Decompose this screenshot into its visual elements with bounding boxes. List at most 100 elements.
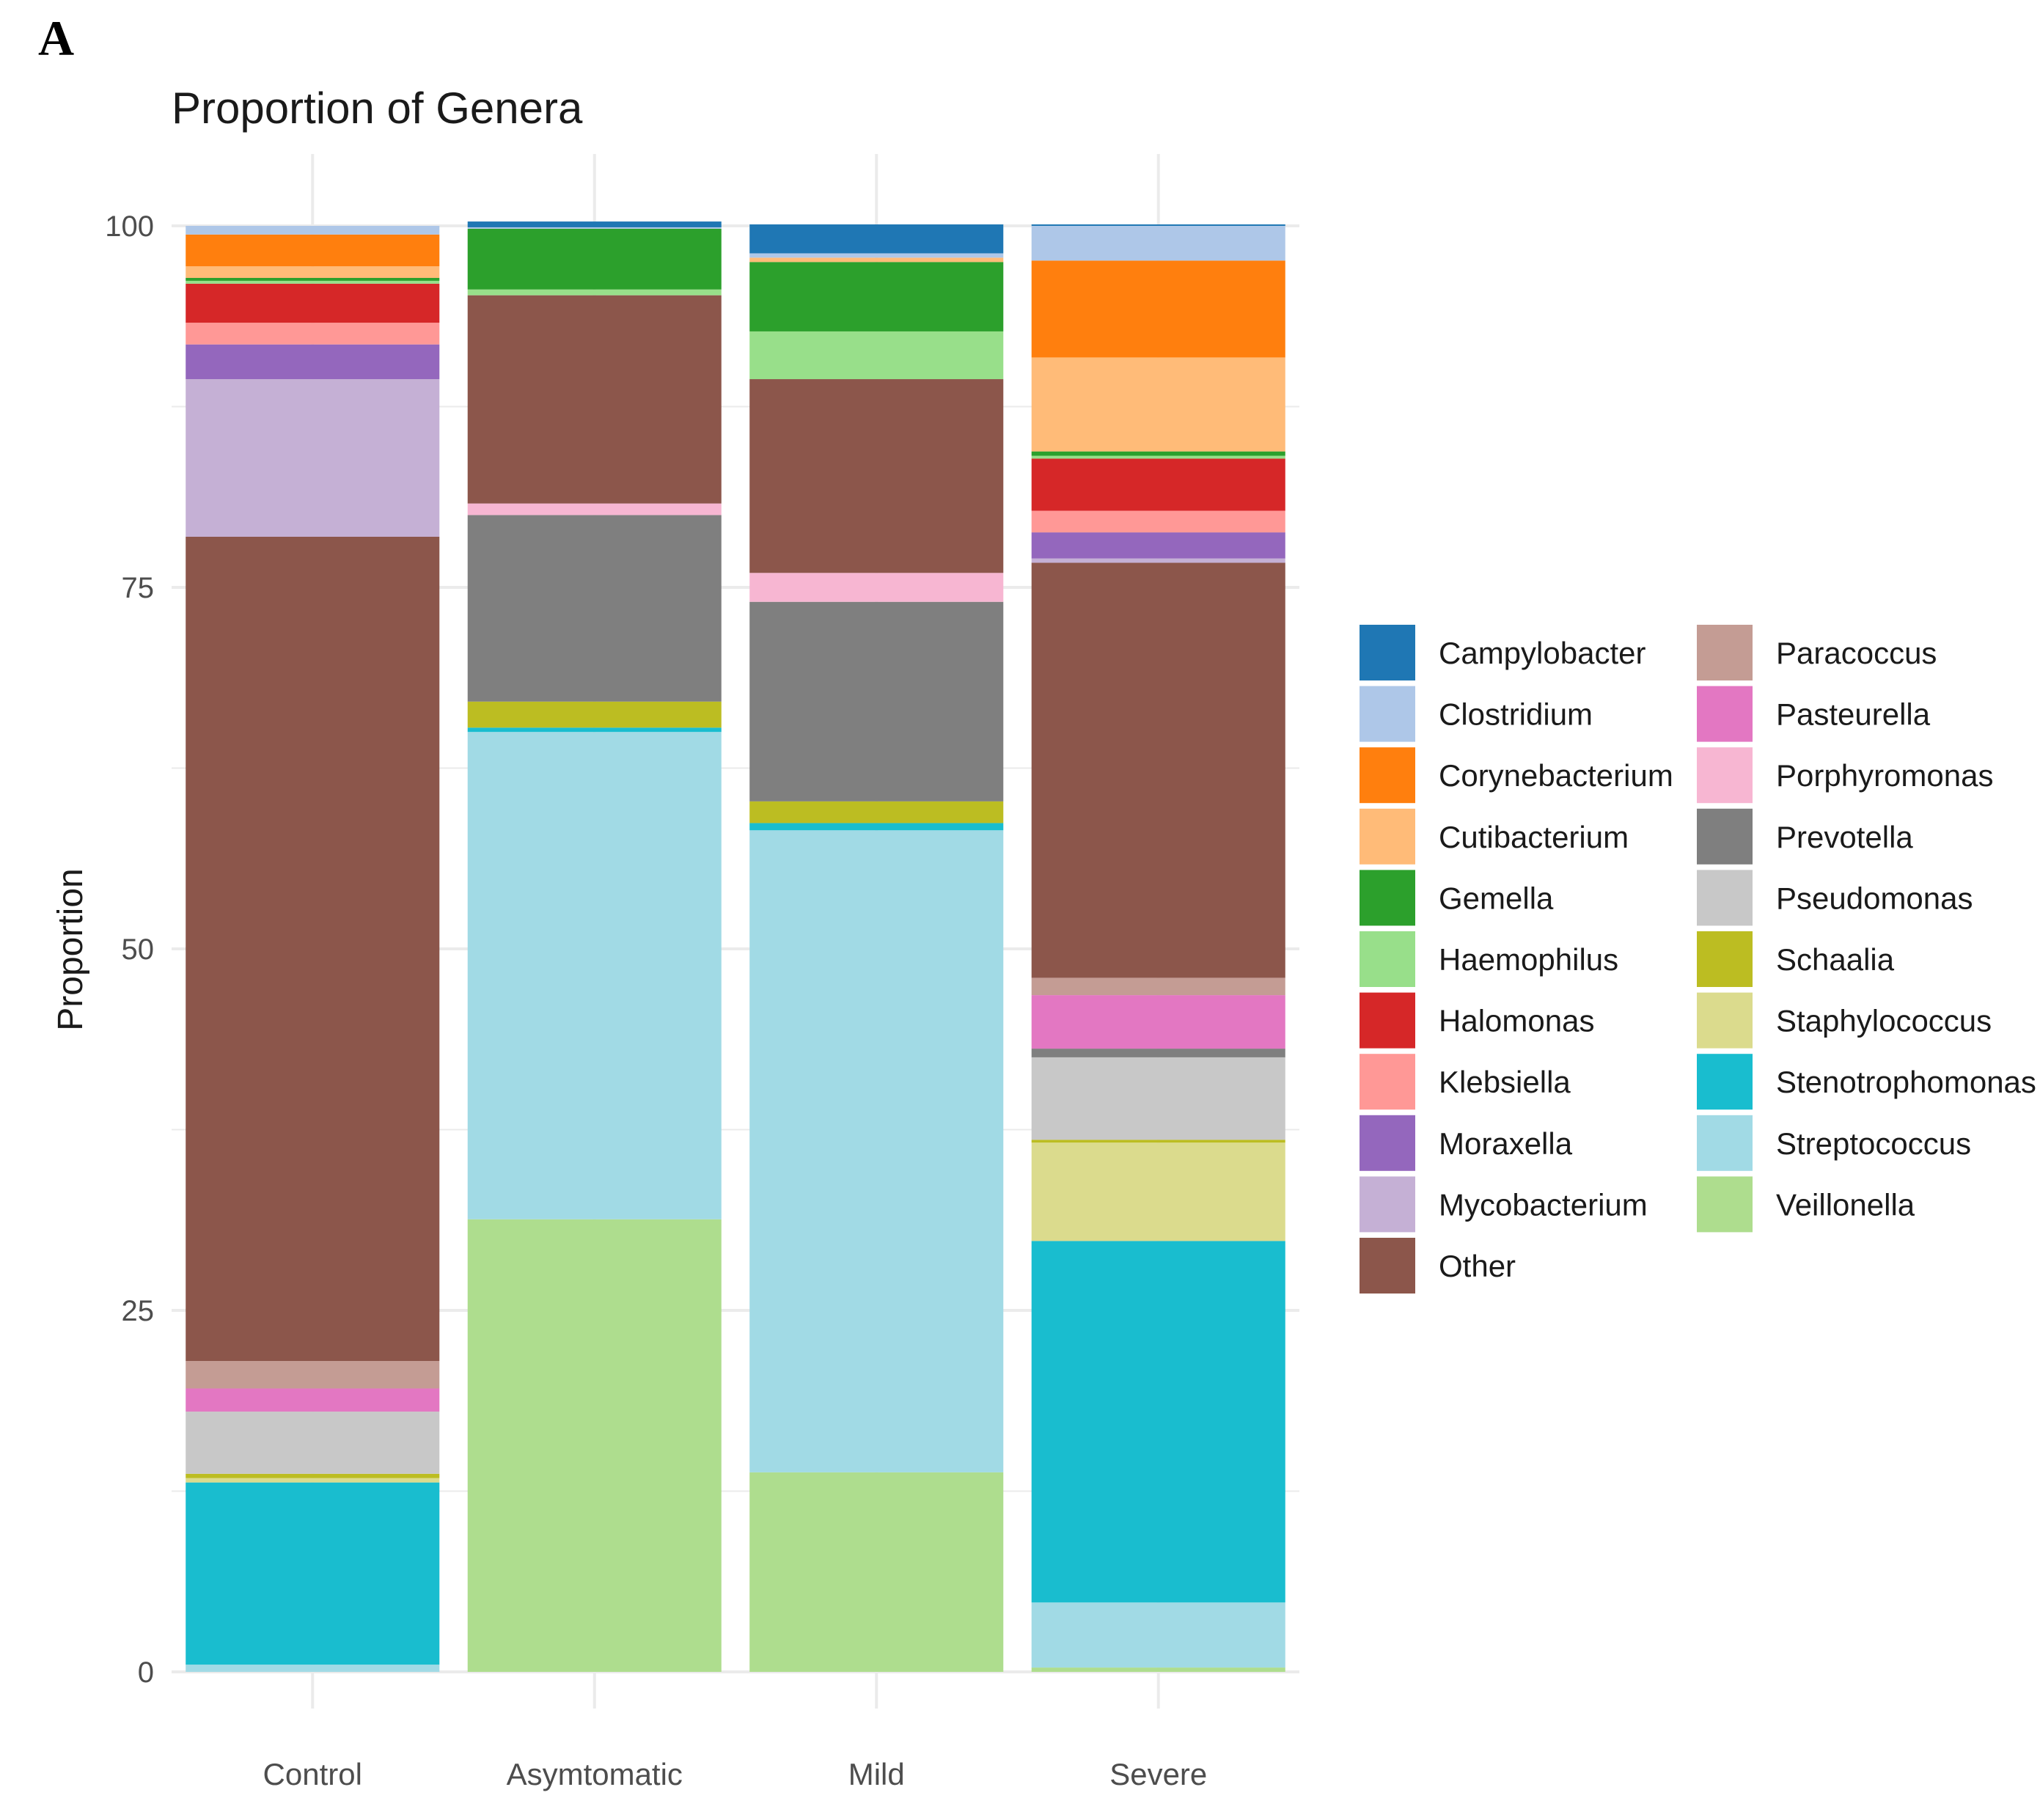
legend-swatch — [1697, 1176, 1753, 1233]
bar-segment-paracoccus — [186, 1361, 440, 1389]
legend-item: Other — [1360, 1238, 1516, 1294]
legend-swatch — [1697, 808, 1753, 865]
legend-swatch — [1697, 747, 1753, 804]
bar-segment-pseudomonas — [1031, 1057, 1285, 1140]
bar-segment-other — [467, 295, 722, 504]
bar-segment-other — [749, 379, 1004, 573]
bar-segment-haemophilus — [467, 289, 722, 296]
legend-label: Haemophilus — [1439, 942, 1618, 977]
bar-segment-mycobacterium — [186, 379, 440, 537]
bar-segment-haemophilus — [1031, 455, 1285, 459]
legend-label: Campylobacter — [1439, 636, 1645, 670]
legend-label: Cutibacterium — [1439, 820, 1629, 854]
legend-item: Haemophilus — [1360, 931, 1618, 987]
bar-segment-clostridium — [1031, 226, 1285, 261]
legend-item: Cutibacterium — [1360, 808, 1629, 865]
bar-segment-stenotrophomonas — [749, 823, 1004, 831]
legend-item: Stenotrophomonas — [1697, 1054, 2036, 1110]
bar-segment-klebsiella — [186, 323, 440, 345]
legend-item: Streptococcus — [1697, 1115, 1971, 1171]
legend-label: Mycobacterium — [1439, 1187, 1648, 1222]
bar-segment-staphylococcus — [186, 1478, 440, 1483]
bar-segment-paracoccus — [1031, 977, 1285, 996]
legend-item: Clostridium — [1360, 686, 1593, 742]
legend-label: Other — [1439, 1249, 1516, 1283]
bar-segment-campylobacter — [749, 224, 1004, 254]
legend-swatch — [1360, 1115, 1415, 1171]
legend-item: Paracoccus — [1697, 625, 1937, 680]
legend-item: Corynebacterium — [1360, 747, 1673, 804]
legend-label: Pasteurella — [1776, 697, 1931, 732]
bar-segment-prevotella — [1031, 1049, 1285, 1057]
bar-segment-halomonas — [186, 283, 440, 323]
legend-swatch — [1697, 686, 1753, 742]
y-tick-label: 0 — [138, 1656, 154, 1689]
bar-segment-cutibacterium — [1031, 357, 1285, 452]
y-axis-label: Proportion — [51, 868, 90, 1030]
legend-item: Veillonella — [1697, 1176, 1915, 1233]
x-tick-label: Mild — [848, 1757, 905, 1791]
bar-segment-stenotrophomonas — [1031, 1241, 1285, 1603]
bar-segment-cutibacterium — [749, 257, 1004, 263]
legend-item: Mycobacterium — [1360, 1176, 1648, 1233]
legend-swatch — [1360, 931, 1415, 987]
bar-stack-severe — [1031, 224, 1285, 1672]
bar-segment-streptococcus — [749, 830, 1004, 1472]
legend-swatch — [1360, 1238, 1415, 1294]
legend-swatch — [1697, 1054, 1753, 1110]
bar-segment-other — [1031, 562, 1285, 978]
x-axis: Control Asymtomatic Mild Severe — [263, 1757, 1208, 1791]
y-axis: 0 25 50 75 100 — [105, 210, 154, 1689]
legend-label: Veillonella — [1776, 1187, 1915, 1222]
legend-label: Staphylococcus — [1776, 1004, 1992, 1038]
legend-item: Staphylococcus — [1697, 992, 1992, 1049]
bar-segment-klebsiella — [1031, 510, 1285, 533]
bar-segment-haemophilus — [749, 331, 1004, 380]
legend-label: Moraxella — [1439, 1126, 1573, 1161]
y-tick-label: 25 — [122, 1295, 155, 1327]
x-tick-label: Asymtomatic — [507, 1757, 683, 1791]
bar-segment-corynebacterium — [1031, 260, 1285, 358]
legend-label: Corynebacterium — [1439, 758, 1673, 793]
legend-swatch — [1360, 1054, 1415, 1110]
legend-label: Pseudomonas — [1776, 881, 1973, 915]
bar-segment-porphyromonas — [749, 573, 1004, 602]
legend-label: Gemella — [1439, 881, 1554, 915]
bar-segment-clostridium — [749, 253, 1004, 258]
legend-swatch — [1360, 870, 1415, 926]
bar-segment-clostridium — [186, 226, 440, 235]
bar-stack-control — [186, 226, 440, 1672]
bar-segment-schaalia — [749, 801, 1004, 823]
legend-swatch — [1697, 625, 1753, 680]
bar-segment-gemella — [467, 228, 722, 290]
bar-segment-campylobacter — [467, 221, 722, 227]
legend-label: Klebsiella — [1439, 1065, 1571, 1099]
legend-item: Halomonas — [1360, 992, 1594, 1049]
legend-swatch — [1360, 625, 1415, 680]
legend-swatch — [1697, 1115, 1753, 1171]
panel-label: A — [38, 10, 74, 66]
bar-segment-clostridium — [467, 227, 722, 229]
bar-segment-staphylococcus — [1031, 1142, 1285, 1241]
y-tick-label: 50 — [122, 933, 155, 966]
legend-swatch — [1360, 992, 1415, 1049]
legend-label: Paracoccus — [1776, 636, 1937, 670]
legend-item: Pseudomonas — [1697, 870, 1973, 926]
bar-segment-gemella — [1031, 451, 1285, 456]
bar-segment-gemella — [749, 262, 1004, 331]
legend-swatch — [1697, 931, 1753, 987]
bar-segment-moraxella — [186, 344, 440, 380]
legend-item: Klebsiella — [1360, 1054, 1571, 1110]
legend: Campylobacter Clostridium Corynebacterium C… — [1360, 625, 2036, 1294]
y-tick-label: 100 — [105, 210, 154, 243]
bar-segment-pasteurella — [1031, 995, 1285, 1049]
legend-label: Schaalia — [1776, 942, 1895, 977]
legend-label: Prevotella — [1776, 820, 1913, 854]
bar-segment-prevotella — [467, 515, 722, 702]
chart-title: Proportion of Genera — [172, 84, 583, 133]
bar-segment-pseudomonas — [186, 1412, 440, 1474]
bar-segment-gemella — [186, 277, 440, 281]
legend-swatch — [1360, 747, 1415, 804]
